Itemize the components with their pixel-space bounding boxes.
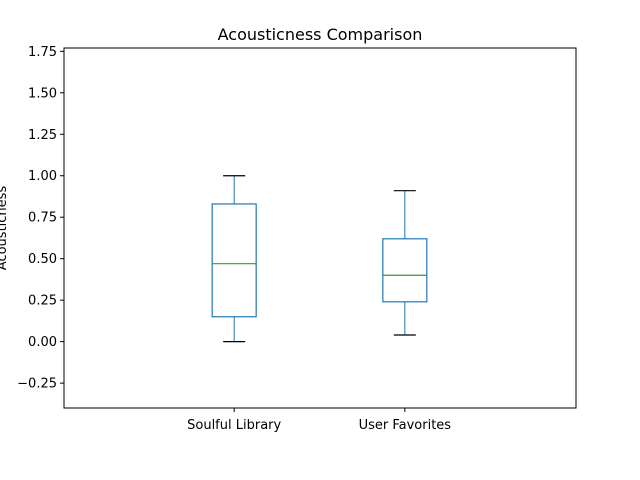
- y-tick-label: 1.75: [28, 45, 57, 60]
- plot-area: −0.25 0.00 0.25 0.50 0.75 1.00 1.25 1.50 1.75 Sou…: [17, 45, 451, 433]
- x-tick-label: Soulful Library: [187, 418, 281, 433]
- axes-frame: [63, 47, 577, 409]
- iqr-box: [211, 203, 257, 318]
- y-tick-label: 1.50: [28, 86, 57, 101]
- y-tick-label: 0.75: [28, 211, 57, 226]
- iqr-box: [382, 238, 428, 303]
- y-tick-label: 0.25: [28, 294, 57, 309]
- y-tick-label: 0.50: [28, 252, 57, 267]
- y-axis-label: Acousticness: [0, 186, 10, 271]
- x-tick-label: User Favorites: [359, 418, 452, 433]
- y-tick-label: 1.00: [28, 169, 57, 184]
- y-tick-label: 0.00: [28, 335, 57, 350]
- y-tick-label: 1.25: [28, 128, 57, 143]
- y-tick-label: −0.25: [17, 377, 57, 392]
- chart-title: Acousticness Comparison: [218, 25, 423, 44]
